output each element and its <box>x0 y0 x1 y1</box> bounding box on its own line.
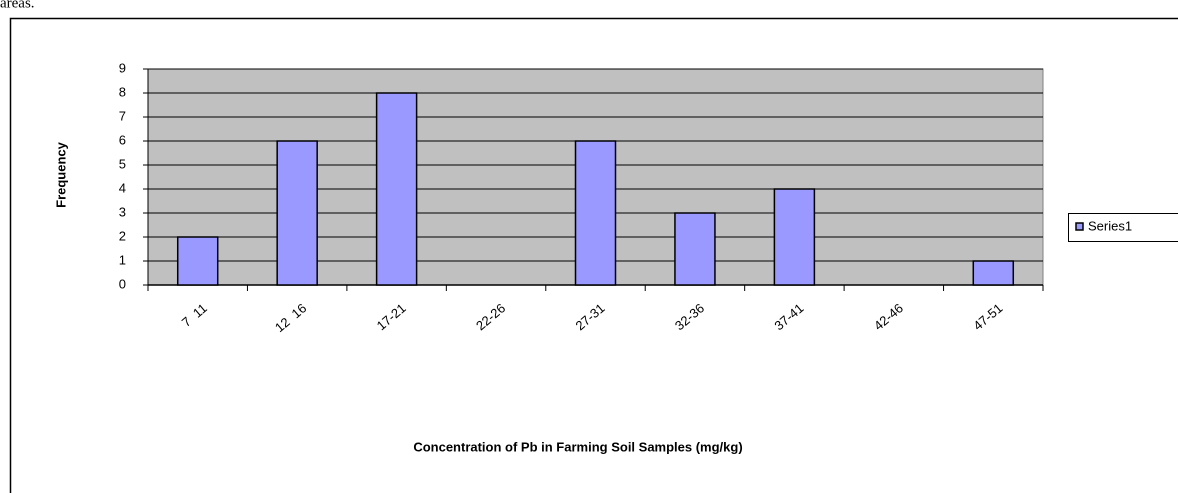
y-tick-label: 1 <box>119 252 126 267</box>
y-tick-label: 6 <box>119 132 126 147</box>
bar <box>972 260 1015 286</box>
legend-box <box>1068 213 1178 242</box>
bar <box>176 236 219 286</box>
y-tick-label: 8 <box>119 84 126 99</box>
y-tick-label: 0 <box>119 276 126 291</box>
legend-label: Series1 <box>1088 218 1132 233</box>
y-axis-title: Frequency <box>53 141 68 208</box>
x-axis-title: Concentration of Pb in Farming Soil Samp… <box>413 439 742 454</box>
bar <box>574 140 617 286</box>
y-tick-label: 9 <box>119 60 126 75</box>
y-tick-label: 4 <box>119 180 126 195</box>
bar <box>773 188 816 286</box>
bar <box>276 140 318 286</box>
legend-marker <box>1075 222 1084 231</box>
page-text: areas. <box>0 0 35 11</box>
y-tick-label: 3 <box>119 204 126 219</box>
bar <box>375 92 418 286</box>
y-tick-label: 5 <box>119 156 126 171</box>
y-tick-label: 7 <box>119 108 126 123</box>
bar <box>674 212 716 286</box>
y-tick-label: 2 <box>119 228 126 243</box>
